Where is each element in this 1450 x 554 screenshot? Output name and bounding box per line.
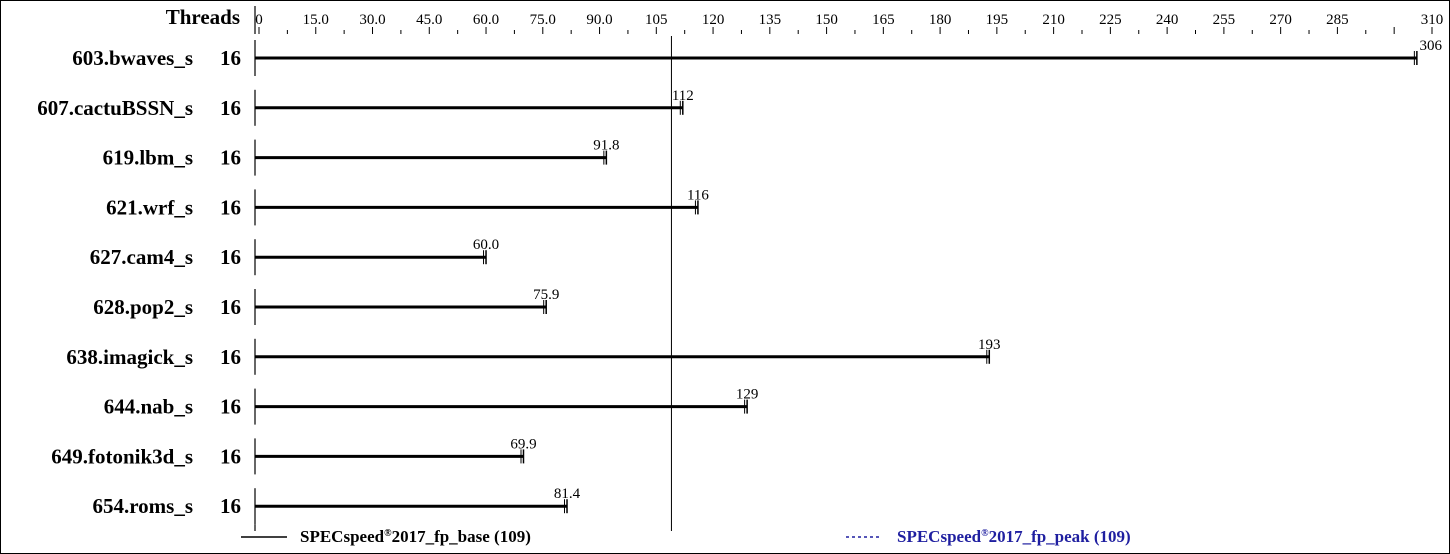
x-tick-label: 45.0 (416, 12, 442, 28)
benchmark-label: 607.cactuBSSN_s (37, 96, 193, 120)
x-tick-label: 165 (872, 12, 895, 28)
threads-value: 16 (220, 494, 241, 518)
legend-base-label: SPECspeed®2017_fp_base (109) (300, 527, 531, 546)
threads-value: 16 (220, 46, 241, 70)
bar-value-label: 116 (687, 187, 709, 203)
threads-value: 16 (220, 345, 241, 369)
benchmark-label: 644.nab_s (104, 395, 193, 419)
bar-value-label: 306 (1420, 38, 1443, 54)
x-tick-label: 210 (1042, 12, 1065, 28)
bar-value-label: 91.8 (593, 138, 619, 154)
x-tick-label: 135 (759, 12, 782, 28)
bar-value-label: 81.4 (554, 486, 581, 502)
x-tick-label: 310 (1421, 12, 1444, 28)
threads-value: 16 (220, 96, 241, 120)
bar-value-label: 129 (736, 387, 759, 403)
bar-value-label: 193 (978, 337, 1001, 353)
benchmark-label: 619.lbm_s (103, 146, 193, 170)
x-tick-label: 90.0 (586, 12, 612, 28)
x-tick-label: 285 (1326, 12, 1349, 28)
threads-value: 16 (220, 146, 241, 170)
x-tick-label: 15.0 (303, 12, 329, 28)
bar-value-label: 60.0 (473, 237, 499, 253)
x-tick-label: 105 (645, 12, 668, 28)
threads-value: 16 (220, 245, 241, 269)
bar-value-label: 75.9 (533, 287, 559, 303)
benchmark-label: 638.imagick_s (66, 345, 193, 369)
benchmark-label: 628.pop2_s (93, 295, 193, 319)
threads-value: 16 (220, 195, 241, 219)
threads-value: 16 (220, 395, 241, 419)
benchmark-label: 649.fotonik3d_s (51, 444, 193, 468)
x-tick-label: 60.0 (473, 12, 499, 28)
x-tick-label: 225 (1099, 12, 1122, 28)
x-tick-label: 120 (702, 12, 725, 28)
x-tick-label: 240 (1156, 12, 1179, 28)
x-tick-label: 180 (929, 12, 952, 28)
x-tick-label: 270 (1269, 12, 1292, 28)
x-tick-label: 255 (1213, 12, 1236, 28)
x-tick-label: 150 (815, 12, 838, 28)
threads-value: 16 (220, 295, 241, 319)
x-tick-label: 195 (986, 12, 1009, 28)
benchmark-label: 621.wrf_s (106, 195, 193, 219)
benchmark-label: 627.cam4_s (90, 245, 193, 269)
legend-peak-label: SPECspeed®2017_fp_peak (109) (897, 527, 1131, 546)
benchmark-label: 654.roms_s (92, 494, 193, 518)
x-tick-label: 30.0 (359, 12, 385, 28)
benchmark-label: 603.bwaves_s (72, 46, 193, 70)
x-tick-label: 75.0 (530, 12, 556, 28)
bar-value-label: 112 (672, 88, 694, 104)
threads-value: 16 (220, 444, 241, 468)
x-tick-label: 0 (255, 12, 263, 28)
bar-value-label: 69.9 (510, 436, 536, 452)
threads-header: Threads (166, 5, 240, 29)
